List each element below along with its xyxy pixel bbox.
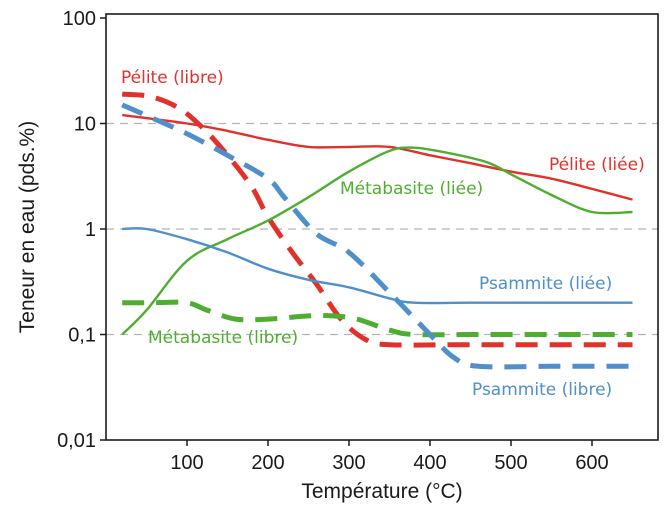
label-psammite-libre: Psammite (libre) xyxy=(472,380,612,400)
x-tick-label: 500 xyxy=(494,452,527,474)
x-tick-label: 300 xyxy=(332,452,365,474)
y-tick-label: 1 xyxy=(85,219,96,241)
x-tick-label: 200 xyxy=(251,452,284,474)
y-tick-label: 10 xyxy=(74,114,96,136)
series-line-4 xyxy=(122,227,633,305)
plot-frame xyxy=(105,13,659,441)
x-axis-title: Température (°C) xyxy=(301,480,462,503)
series-lines xyxy=(121,91,633,370)
label-pelite-liee: Pélite (liée) xyxy=(549,155,645,175)
x-tick-label: 600 xyxy=(575,452,608,474)
axis-ticks: 100 200 300 400 500 600 0,01 0,1 1 10 100 xyxy=(57,8,609,474)
y-tick-label: 0,1 xyxy=(68,325,96,347)
label-pelite-libre: Pélite (libre) xyxy=(121,68,224,88)
series-line-1 xyxy=(122,113,633,201)
series-line-0 xyxy=(121,91,633,348)
label-metabasite-libre: Métabasite (libre) xyxy=(148,328,298,348)
y-tick-label: 100 xyxy=(63,8,96,30)
x-tick-label: 100 xyxy=(170,452,203,474)
y-axis-title: Teneur en eau (pds.%) xyxy=(16,121,39,333)
series-line-2 xyxy=(121,146,633,336)
series-line-5 xyxy=(121,102,633,370)
y-tick-label: 0,01 xyxy=(57,430,96,452)
label-psammite-liee: Psammite (liée) xyxy=(479,274,612,294)
series-labels: Pélite (libre) Pélite (liée) Métabasite … xyxy=(121,68,645,400)
x-tick-label: 400 xyxy=(413,452,446,474)
series-line-3 xyxy=(122,299,633,338)
label-metabasite-liee: Métabasite (liée) xyxy=(340,179,483,199)
